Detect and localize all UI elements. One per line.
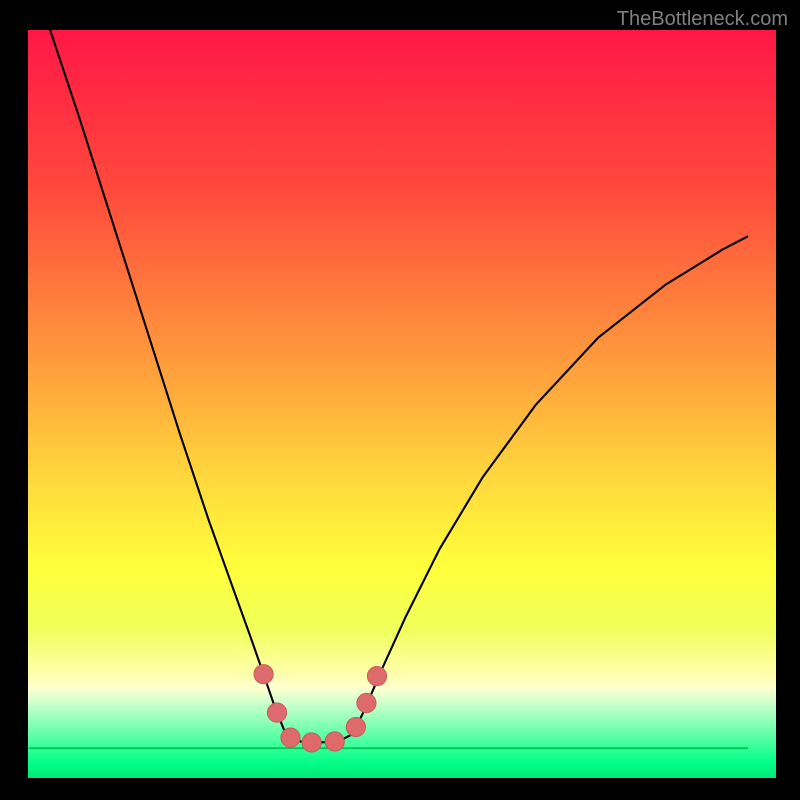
marker-point — [302, 733, 321, 752]
chart-container: TheBottleneck.com — [0, 0, 800, 800]
plot-area — [28, 30, 776, 778]
bottleneck-curve — [50, 30, 747, 742]
marker-point — [367, 666, 386, 685]
curve-layer — [28, 30, 776, 778]
marker-point — [346, 717, 365, 736]
marker-point — [357, 693, 376, 712]
marker-point — [325, 732, 344, 751]
watermark-text: TheBottleneck.com — [617, 8, 788, 31]
marker-point — [267, 703, 286, 722]
marker-point — [254, 665, 273, 684]
marker-point — [281, 728, 300, 747]
